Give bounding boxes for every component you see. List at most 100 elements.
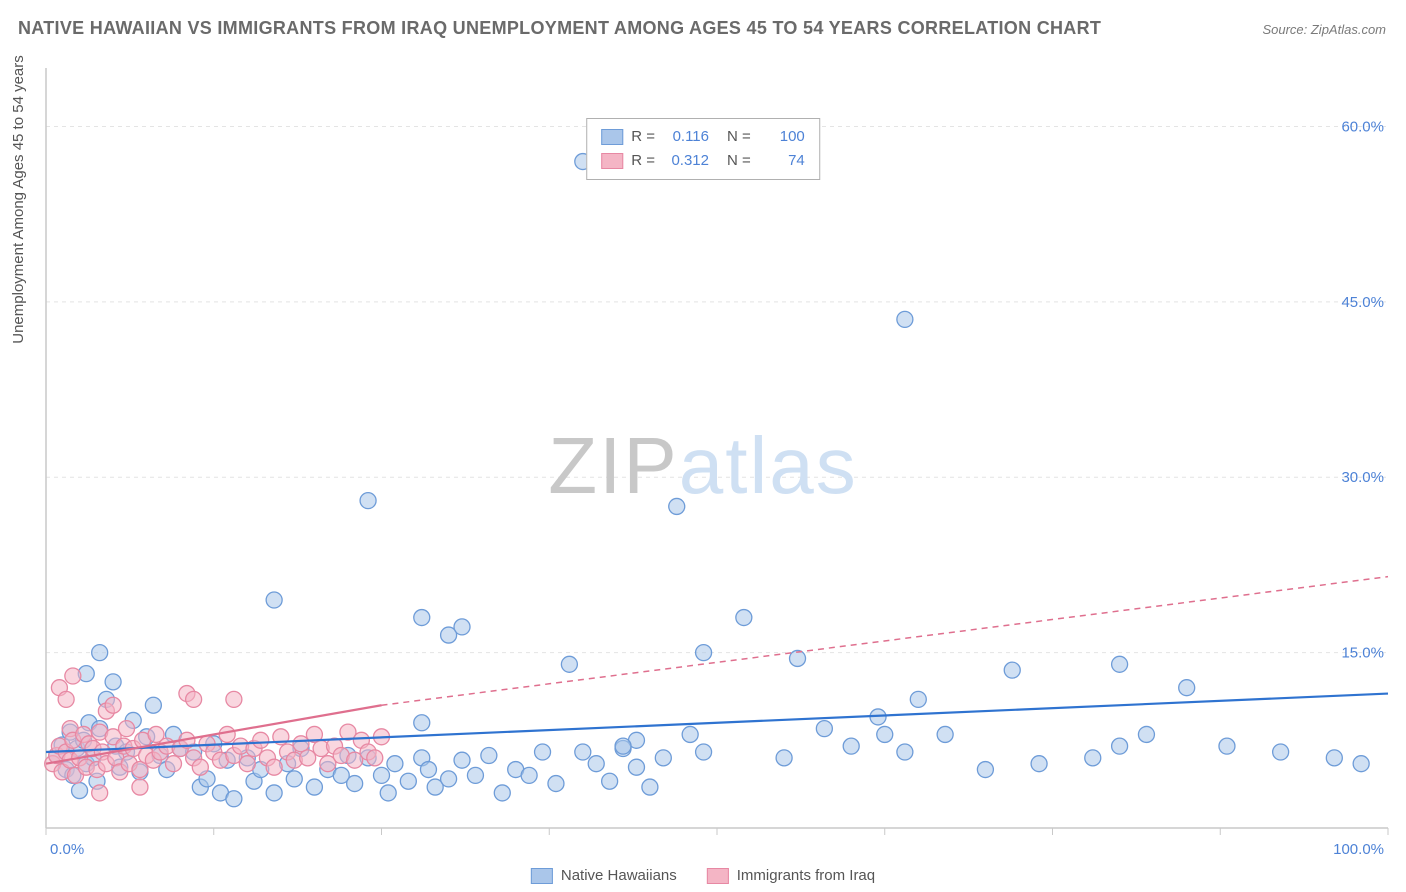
hawaiian-point — [441, 771, 457, 787]
hawaiian-point — [360, 493, 376, 509]
legend-r-label: R = — [631, 125, 655, 149]
iraq-point — [165, 756, 181, 772]
hawaiian-regression-line — [46, 694, 1388, 752]
hawaiian-point — [776, 750, 792, 766]
hawaiian-point — [910, 691, 926, 707]
hawaiian-point — [400, 773, 416, 789]
series-legend-item: Native Hawaiians — [531, 867, 677, 884]
hawaiian-point — [380, 785, 396, 801]
hawaiian-point — [306, 779, 322, 795]
hawaiian-point — [1353, 756, 1369, 772]
hawaiian-point — [696, 645, 712, 661]
hawaiian-point — [642, 779, 658, 795]
iraq-point — [65, 668, 81, 684]
hawaiian-point — [105, 674, 121, 690]
hawaiian-point — [1219, 738, 1235, 754]
iraq-point — [253, 732, 269, 748]
hawaiian-point — [226, 791, 242, 807]
source-attribution: Source: ZipAtlas.com — [1262, 22, 1386, 37]
legend-swatch — [601, 129, 623, 145]
legend-series-label: Native Hawaiians — [561, 867, 677, 884]
correlation-legend-row: R = 0.312 N = 74 — [601, 149, 805, 173]
iraq-point — [186, 691, 202, 707]
hawaiian-point — [816, 721, 832, 737]
hawaiian-point — [420, 762, 436, 778]
iraq-point — [300, 750, 316, 766]
x-tick-label: 100.0% — [1333, 841, 1384, 858]
iraq-point — [105, 697, 121, 713]
legend-n-value: 100 — [759, 125, 805, 149]
hawaiian-point — [548, 776, 564, 792]
hawaiian-point — [266, 592, 282, 608]
hawaiian-point — [1138, 726, 1154, 742]
hawaiian-point — [669, 498, 685, 514]
series-legend-item: Immigrants from Iraq — [707, 867, 875, 884]
hawaiian-point — [72, 783, 88, 799]
y-tick-label: 15.0% — [1341, 645, 1384, 662]
hawaiian-point — [575, 744, 591, 760]
iraq-point — [119, 721, 135, 737]
iraq-point — [226, 691, 242, 707]
hawaiian-point — [561, 656, 577, 672]
hawaiian-point — [454, 752, 470, 768]
legend-swatch — [531, 868, 553, 884]
hawaiian-point — [347, 776, 363, 792]
correlation-legend: R = 0.116 N = 100 R = 0.312 N = 74 — [586, 118, 820, 180]
hawaiian-point — [414, 715, 430, 731]
legend-n-label: N = — [727, 125, 751, 149]
iraq-point — [239, 756, 255, 772]
iraq-point — [192, 759, 208, 775]
hawaiian-point — [494, 785, 510, 801]
hawaiian-point — [454, 619, 470, 635]
legend-n-value: 74 — [759, 149, 805, 173]
iraq-point — [132, 779, 148, 795]
hawaiian-point — [481, 748, 497, 764]
hawaiian-point — [736, 610, 752, 626]
hawaiian-point — [145, 697, 161, 713]
hawaiian-point — [286, 771, 302, 787]
hawaiian-point — [1031, 756, 1047, 772]
hawaiian-point — [655, 750, 671, 766]
legend-swatch — [707, 868, 729, 884]
hawaiian-point — [1085, 750, 1101, 766]
hawaiian-point — [1273, 744, 1289, 760]
iraq-point — [92, 785, 108, 801]
legend-series-label: Immigrants from Iraq — [737, 867, 875, 884]
hawaiian-point — [266, 785, 282, 801]
chart-title: NATIVE HAWAIIAN VS IMMIGRANTS FROM IRAQ … — [18, 18, 1101, 39]
hawaiian-point — [521, 767, 537, 783]
chart-container: Unemployment Among Ages 45 to 54 years Z… — [0, 58, 1406, 892]
scatter-plot: 15.0%30.0%45.0%60.0%0.0%100.0% — [0, 58, 1406, 892]
hawaiian-point — [615, 738, 631, 754]
hawaiian-point — [897, 744, 913, 760]
hawaiian-point — [387, 756, 403, 772]
hawaiian-point — [1112, 656, 1128, 672]
hawaiian-point — [374, 767, 390, 783]
legend-r-value: 0.312 — [663, 149, 709, 173]
correlation-legend-row: R = 0.116 N = 100 — [601, 125, 805, 149]
hawaiian-point — [977, 762, 993, 778]
hawaiian-point — [843, 738, 859, 754]
legend-r-label: R = — [631, 149, 655, 173]
y-tick-label: 60.0% — [1341, 118, 1384, 135]
hawaiian-point — [790, 650, 806, 666]
iraq-point — [219, 726, 235, 742]
iraq-point — [266, 759, 282, 775]
legend-swatch — [601, 153, 623, 169]
hawaiian-point — [897, 311, 913, 327]
hawaiian-point — [414, 610, 430, 626]
hawaiian-point — [602, 773, 618, 789]
iraq-point — [367, 750, 383, 766]
hawaiian-point — [877, 726, 893, 742]
iraq-regression-extrapolation — [382, 577, 1389, 706]
legend-r-value: 0.116 — [663, 125, 709, 149]
hawaiian-point — [1112, 738, 1128, 754]
legend-n-label: N = — [727, 149, 751, 173]
hawaiian-point — [682, 726, 698, 742]
hawaiian-point — [1326, 750, 1342, 766]
y-tick-label: 45.0% — [1341, 294, 1384, 311]
hawaiian-point — [588, 756, 604, 772]
hawaiian-point — [92, 645, 108, 661]
hawaiian-point — [1179, 680, 1195, 696]
hawaiian-point — [628, 759, 644, 775]
